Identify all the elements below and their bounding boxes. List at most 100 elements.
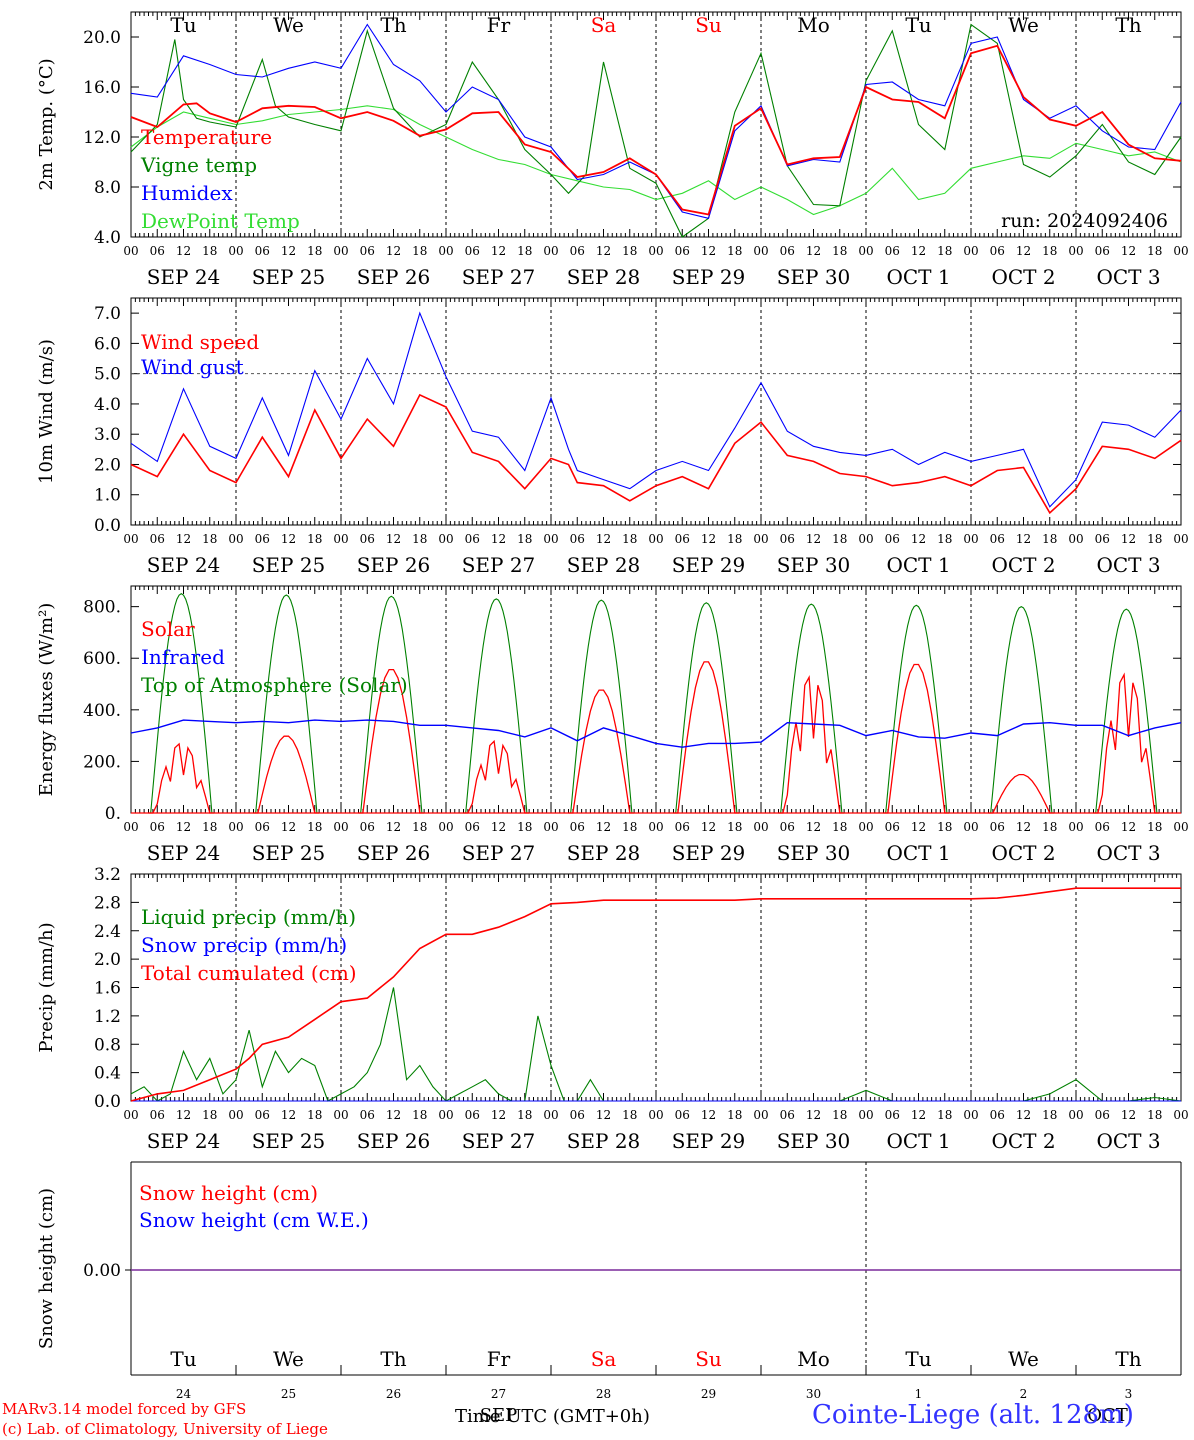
hour-tick-label: 06: [1095, 1108, 1110, 1122]
y-tick-label: 16.0: [83, 78, 121, 98]
hour-tick-label: 06: [990, 1108, 1005, 1122]
hour-tick-label: 06: [780, 1108, 795, 1122]
hour-tick-label: 06: [150, 1108, 165, 1122]
hour-tick-label: 06: [990, 532, 1005, 546]
run-label: run: 2024092406: [1001, 210, 1168, 232]
day-label: OCT 1: [886, 265, 950, 289]
hour-tick-label: 18: [412, 244, 427, 258]
y-axis-label: Energy fluxes (W/m²): [36, 603, 57, 797]
hour-tick-label: 18: [832, 820, 847, 834]
legend-entry: Temperature: [141, 125, 272, 149]
solar-arc: [358, 668, 425, 814]
hour-tick-label: 00: [228, 820, 243, 834]
weekday-label: Su: [695, 1347, 722, 1371]
day-label: SEP 30: [777, 265, 851, 289]
y-tick-label: 1.0: [94, 486, 121, 506]
hour-tick-label: 12: [176, 244, 191, 258]
toa-arc: [249, 594, 324, 814]
hour-tick-label: 06: [150, 532, 165, 546]
hour-tick-label: 12: [1121, 820, 1136, 834]
series-red: [130, 393, 1182, 515]
y-tick-label: 12.0: [83, 128, 121, 148]
hour-tick-label: 00: [228, 244, 243, 258]
hour-tick-label: 18: [412, 1108, 427, 1122]
hour-tick-label: 12: [491, 244, 506, 258]
hour-tick-label: 12: [701, 1108, 716, 1122]
toa-arc: [669, 602, 744, 814]
y-axis-label: Precip (mm/h): [36, 922, 57, 1052]
hour-tick-label: 00: [858, 244, 873, 258]
hour-tick-label: 18: [1042, 1108, 1057, 1122]
hour-tick-label: 18: [1042, 244, 1057, 258]
day-number: 2: [1020, 1387, 1028, 1401]
hour-tick-label: 06: [150, 820, 165, 834]
weekday-label: Mo: [797, 13, 830, 37]
hour-tick-label: 00: [858, 532, 873, 546]
weekday-label: We: [273, 13, 304, 37]
day-label: SEP 29: [672, 841, 746, 865]
hour-tick-label: 00: [963, 244, 978, 258]
legend-entry: Liquid precip (mm/h): [141, 905, 356, 929]
hour-tick-label: 00: [963, 820, 978, 834]
hour-tick-label: 18: [832, 1108, 847, 1122]
day-label: SEP 26: [357, 841, 431, 865]
y-tick-label: 0.4: [94, 1064, 121, 1084]
hour-tick-label: 18: [1042, 820, 1057, 834]
hour-tick-label: 18: [517, 820, 532, 834]
hour-tick-label: 06: [570, 820, 585, 834]
day-label: SEP 24: [147, 265, 221, 289]
toa-arc: [984, 605, 1059, 814]
y-tick-label: 20.0: [83, 28, 121, 48]
legend-entry: Snow precip (mm/h): [141, 933, 347, 957]
hour-tick-label: 00: [333, 1108, 348, 1122]
day-label: SEP 29: [672, 553, 746, 577]
hour-tick-label: 12: [596, 532, 611, 546]
hour-tick-label: 06: [255, 1108, 270, 1122]
hour-tick-label: 00: [543, 820, 558, 834]
time-axis-label: Time UTC (GMT+0h): [455, 1406, 650, 1427]
hour-tick-label: 18: [307, 820, 322, 834]
solar-arc: [568, 689, 635, 814]
day-label: OCT 2: [991, 841, 1055, 865]
weekday-label: Fr: [487, 1347, 511, 1371]
hour-tick-label: 18: [622, 820, 637, 834]
hour-tick-label: 18: [622, 1108, 637, 1122]
weekday-label: Su: [695, 13, 722, 37]
solar-arc: [673, 661, 740, 814]
hour-tick-label: 18: [937, 820, 952, 834]
hour-tick-label: 12: [911, 1108, 926, 1122]
hour-tick-label: 12: [596, 820, 611, 834]
hour-tick-label: 00: [333, 244, 348, 258]
day-label: SEP 29: [672, 265, 746, 289]
legend-entry: Infrared: [141, 645, 225, 669]
y-axis-label: Snow height (cm): [36, 1188, 57, 1349]
hour-tick-label: 18: [622, 244, 637, 258]
weekday-label: Fr: [487, 13, 511, 37]
day-label: OCT 3: [1096, 265, 1160, 289]
day-label: OCT 3: [1096, 553, 1160, 577]
legend-entry: Vigne temp: [140, 153, 257, 177]
toa-arc: [564, 599, 639, 814]
hour-tick-label: 18: [202, 532, 217, 546]
weekday-label: Tu: [170, 13, 196, 37]
hour-tick-label: 12: [386, 532, 401, 546]
hour-tick-label: 18: [307, 1108, 322, 1122]
hour-tick-label: 06: [465, 532, 480, 546]
hour-tick-label: 00: [858, 1108, 873, 1122]
hour-tick-label: 12: [176, 820, 191, 834]
hour-tick-label: 18: [727, 1108, 742, 1122]
day-label: SEP 27: [462, 1129, 536, 1153]
day-number: 29: [701, 1387, 716, 1401]
panel-wind: 00 06 12 18 00 06 12 18 00 06 12 18 00 06 12 18 00 06 12 18…: [36, 297, 1189, 577]
day-number: 1: [915, 1387, 923, 1401]
legend-entry: Wind gust: [141, 355, 244, 379]
hour-tick-label: 06: [780, 532, 795, 546]
y-tick-label: 600.: [83, 649, 121, 669]
hour-tick-label: 12: [596, 244, 611, 258]
day-label: OCT 1: [886, 553, 950, 577]
hour-tick-label: 00: [858, 820, 873, 834]
hour-tick-label: 00: [438, 1108, 453, 1122]
panel-snow: 0.00 Snow height (cm) Snow height (cm) Snow…: [36, 1161, 1182, 1426]
day-label: SEP 30: [777, 841, 851, 865]
weekday-label: Sa: [591, 13, 617, 37]
